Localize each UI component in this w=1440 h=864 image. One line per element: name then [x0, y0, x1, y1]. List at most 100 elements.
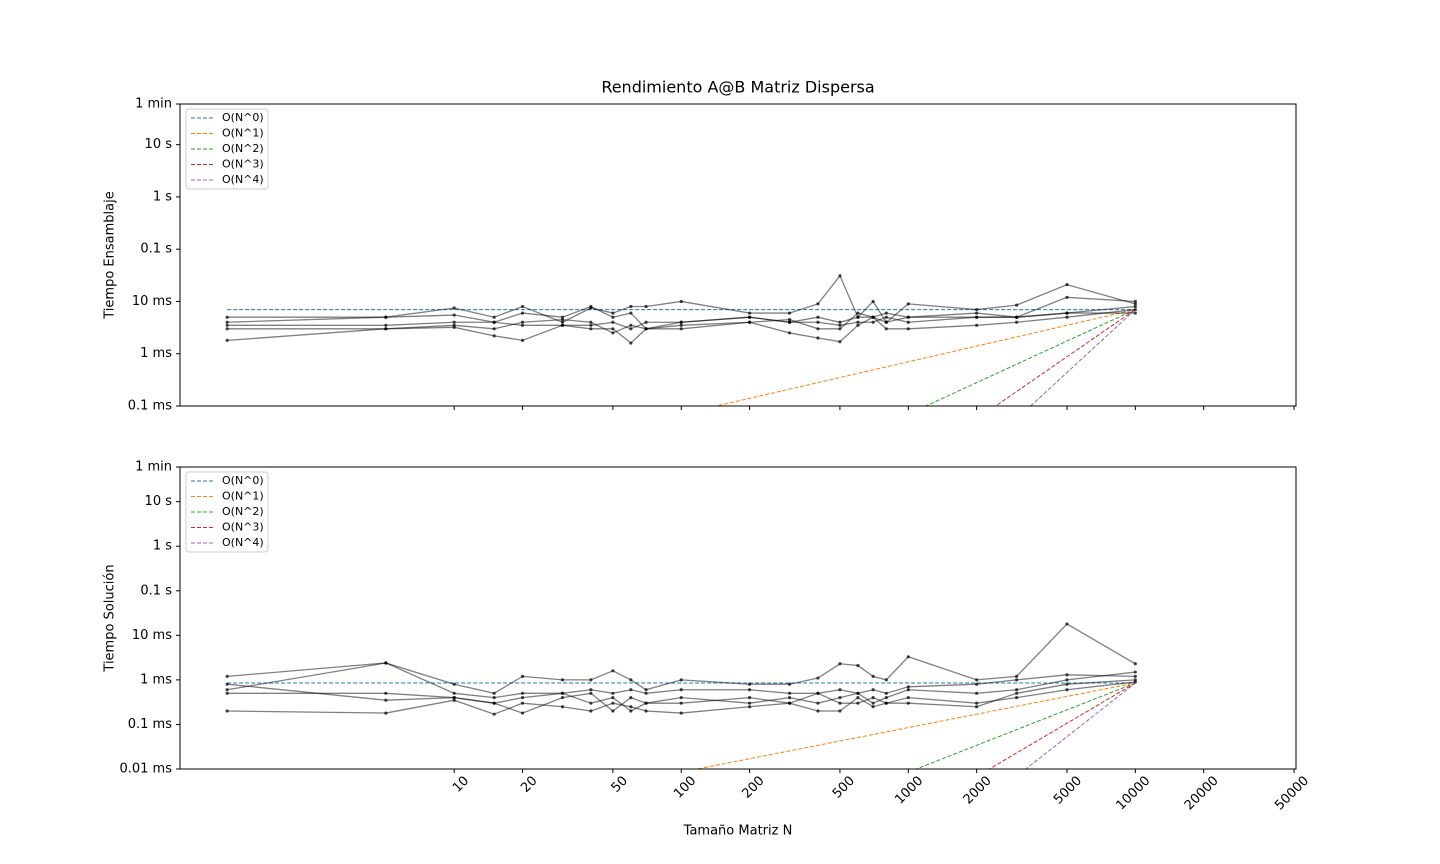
run-point — [1065, 283, 1069, 287]
run-point — [884, 327, 888, 331]
run-point — [816, 336, 820, 340]
plot-area — [225, 622, 1137, 769]
run-point — [856, 701, 860, 705]
axes-frame — [179, 103, 1297, 407]
run-point — [787, 331, 792, 335]
y-tick-label: 1 min — [135, 97, 172, 112]
run-point — [856, 691, 860, 695]
run-point — [225, 682, 229, 686]
run-point — [452, 691, 456, 695]
run-point — [884, 315, 888, 319]
run-point — [452, 698, 456, 702]
y-tick-label: 0.1 ms — [128, 399, 172, 414]
run-point — [225, 688, 229, 692]
run-point — [1065, 311, 1069, 315]
run-point — [589, 320, 593, 324]
run-point — [560, 323, 565, 327]
run-point — [384, 327, 388, 331]
run-point — [838, 274, 842, 278]
run-point — [629, 696, 633, 700]
y-tick-label: 10 s — [145, 494, 173, 509]
reference-line — [694, 682, 1136, 769]
run-point — [589, 709, 593, 713]
run-point — [225, 327, 229, 331]
run-point — [838, 327, 842, 331]
axes-frame — [179, 466, 1297, 770]
run-point — [1015, 320, 1019, 324]
run-point — [611, 311, 615, 315]
run-point — [1133, 662, 1137, 666]
run-point — [611, 327, 615, 331]
legend-label: O(N^2) — [222, 142, 264, 155]
run-point — [225, 691, 229, 695]
run-point — [520, 304, 525, 309]
run-point — [644, 327, 648, 331]
run-point — [492, 334, 496, 338]
chart-title: Rendimiento A@B Matriz Dispersa — [601, 78, 874, 97]
run-point — [838, 323, 842, 327]
run-point — [452, 306, 456, 310]
run-point — [1065, 295, 1069, 299]
run-point — [747, 701, 752, 705]
legend-box — [185, 108, 269, 190]
legend-label: O(N^2) — [222, 505, 264, 518]
run-point — [520, 691, 525, 695]
run-point — [787, 682, 792, 686]
run-point — [492, 315, 496, 319]
legend-label: O(N^4) — [222, 536, 264, 549]
run-point — [679, 678, 683, 682]
y-tick-label: 1 min — [135, 460, 172, 475]
run-point — [816, 701, 820, 705]
run-point — [384, 323, 388, 327]
run-point — [611, 691, 615, 695]
run-point — [884, 320, 888, 324]
y-tick-label: 1 s — [153, 189, 172, 204]
run-point — [225, 315, 229, 319]
y-tick-label: 0.1 s — [140, 583, 172, 598]
run-point — [1015, 674, 1019, 678]
run-point — [629, 327, 633, 331]
run-point — [492, 696, 496, 700]
run-point — [871, 320, 875, 324]
run-point — [838, 320, 842, 324]
run-point — [838, 696, 842, 700]
run-point — [747, 320, 752, 324]
y-tick-label: 1 s — [153, 539, 172, 554]
run-point — [1065, 682, 1069, 686]
run-point — [838, 701, 842, 705]
run-point — [644, 320, 648, 324]
run-point — [856, 311, 860, 315]
reference-line — [714, 309, 1136, 406]
run-point — [816, 320, 820, 324]
run-point — [589, 323, 593, 327]
run-point — [1015, 688, 1019, 692]
run-point — [611, 315, 615, 319]
run-point — [906, 685, 910, 689]
y-tick-label: 1 ms — [140, 346, 172, 361]
run-point — [611, 331, 615, 335]
x-tick-label: 5000 — [1051, 773, 1085, 807]
x-tick-label: 2000 — [961, 773, 995, 807]
run-point — [520, 674, 525, 678]
run-point — [520, 696, 525, 700]
run-point — [838, 340, 842, 344]
legend-box — [185, 471, 269, 553]
run-point — [225, 320, 229, 324]
run-point — [560, 691, 565, 695]
run-point — [906, 655, 910, 659]
run-point — [520, 323, 525, 327]
run-point — [1015, 303, 1019, 307]
run-point — [629, 678, 633, 682]
run-point — [611, 320, 615, 324]
run-point — [492, 712, 496, 716]
run-point — [1065, 678, 1069, 682]
run-point — [906, 315, 910, 319]
run-point — [629, 341, 633, 345]
x-tick-label: 200 — [739, 773, 767, 801]
run-point — [1133, 311, 1137, 315]
run-point — [1015, 696, 1019, 700]
run-point — [856, 696, 860, 700]
run-point — [520, 311, 525, 315]
run-point — [452, 696, 456, 700]
run-point — [520, 711, 525, 715]
